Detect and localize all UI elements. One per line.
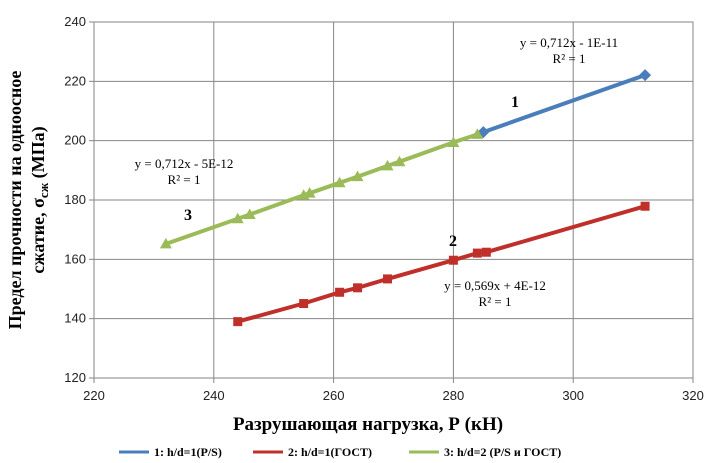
x-tick-label: 260	[323, 388, 345, 403]
series-1-r2: R² = 1	[553, 51, 586, 66]
series-1-equation: y = 0,712x - 1E-11	[520, 35, 618, 50]
y-axis-title-sigma: σ	[28, 198, 48, 208]
data-point	[471, 128, 484, 139]
series-2	[233, 201, 650, 327]
data-point	[472, 248, 482, 258]
series-3-number: 3	[184, 207, 192, 224]
y-tick-label: 180	[64, 192, 86, 207]
x-tick-label: 320	[682, 388, 704, 403]
series-1-number: 1	[511, 94, 519, 111]
y-axis-title-unit: (МПа)	[28, 126, 49, 182]
data-point	[233, 317, 243, 327]
y-axis-title-line2: сжатие, σсж (МПа)	[28, 126, 51, 273]
x-axis-title: Разрушающая нагрузка, Р (кН)	[233, 414, 503, 435]
data-point	[353, 283, 363, 293]
y-axis-title-text: сжатие,	[28, 208, 48, 274]
series-2-number: 2	[449, 233, 457, 250]
legend-label-1: 1: h/d=1(P/S)	[154, 445, 222, 459]
data-point	[639, 69, 652, 82]
y-tick-label: 120	[64, 370, 86, 385]
y-tick-label: 140	[64, 311, 86, 326]
series-3-r2: R² = 1	[168, 172, 201, 187]
y-tick-label: 240	[64, 14, 86, 29]
y-axis-title-subscript: сж	[36, 182, 51, 198]
data-point	[381, 159, 394, 171]
x-tick-label: 220	[83, 388, 105, 403]
x-tick-label: 240	[203, 388, 225, 403]
y-tick-label: 160	[64, 251, 86, 266]
y-tick-label: 200	[64, 133, 86, 148]
series-3	[159, 128, 484, 249]
x-tick-label: 280	[443, 388, 465, 403]
y-tick-label: 220	[64, 73, 86, 88]
series-2-equation: y = 0,569x + 4E-12	[444, 278, 546, 293]
series-1	[477, 69, 652, 139]
legend: 1: h/d=1(P/S) 2: h/d=1(ГОСТ) 3: h/d=2 (P…	[119, 445, 561, 459]
data-point	[231, 212, 244, 224]
data-point	[159, 237, 172, 249]
x-tick-label: 300	[562, 388, 584, 403]
data-point	[393, 155, 406, 167]
data-point	[299, 299, 309, 309]
grid	[94, 22, 693, 378]
data-point	[351, 170, 364, 182]
series-3-line	[163, 132, 480, 246]
legend-label-3: 3: h/d=2 (P/S и ГОСТ)	[444, 445, 561, 459]
series-2-r2: R² = 1	[479, 294, 512, 309]
y-axis-title-line1: Предел прочности на одноосное	[5, 71, 25, 330]
series-2-line	[235, 204, 648, 324]
data-point	[303, 187, 316, 198]
data-point	[335, 287, 345, 297]
data-point	[481, 247, 491, 257]
data-point	[243, 208, 256, 220]
legend-label-2: 2: h/d=1(ГОСТ)	[288, 445, 372, 459]
axis-ticks: 120 140 160 180 200 220 240 220 240 260 280 300 320	[64, 14, 704, 403]
series-1-line	[481, 73, 648, 135]
data-point	[333, 176, 346, 188]
data-point	[640, 201, 650, 211]
data-point	[383, 274, 393, 284]
data-point	[448, 255, 458, 265]
series-3-equation: y = 0,712x - 5E-12	[135, 156, 234, 171]
data-point	[447, 136, 460, 147]
series	[159, 69, 652, 327]
